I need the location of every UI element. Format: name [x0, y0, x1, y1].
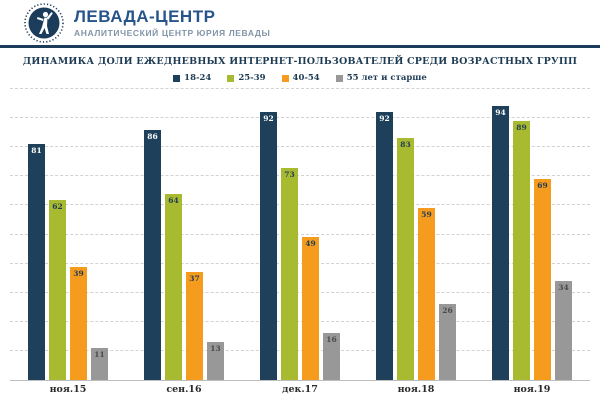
bar-18-24: 81: [28, 144, 45, 380]
bar-value-label: 83: [400, 140, 411, 150]
bar-25-39: 62: [49, 199, 66, 380]
legend-item: 55 лет и старше: [335, 73, 427, 83]
bar-value-label: 59: [421, 210, 432, 220]
legend-label: 40-54: [292, 73, 320, 83]
legend-item: 25-39: [227, 73, 266, 83]
bar-40-54: 37: [186, 272, 203, 380]
bar-value-label: 81: [31, 146, 42, 156]
bar-group: 92 83 59 26 ноя.18: [376, 89, 456, 395]
bar-value-label: 62: [52, 201, 63, 211]
legend-label: 55 лет и старше: [346, 73, 427, 83]
legend-item: 40-54: [281, 73, 320, 83]
bar-40-54: 69: [534, 179, 551, 380]
bar-value-label: 92: [263, 114, 274, 124]
bar-40-54: 39: [70, 266, 87, 380]
brand-title: ЛЕВАДА-ЦЕНТР: [74, 6, 216, 26]
gridline: [10, 233, 590, 235]
bar-18-24: 92: [260, 112, 277, 380]
gridline: [10, 320, 590, 322]
legend-label: 18-24: [184, 73, 212, 83]
bar-55-лет-и-старше: 34: [555, 281, 572, 380]
bar-55-лет-и-старше: 16: [323, 333, 340, 380]
bar-value-label: 49: [305, 239, 316, 249]
gridline: [10, 117, 590, 119]
legend-item: 18-24: [173, 73, 211, 83]
legend-swatch-icon: [227, 74, 235, 82]
bar-value-label: 64: [168, 195, 179, 205]
bar-25-39: 83: [397, 138, 414, 380]
bar-18-24: 92: [376, 112, 393, 380]
bar-25-39: 73: [281, 167, 298, 380]
bar-group: 81 62 39 11 ноя.15: [28, 89, 108, 395]
bar-value-label: 13: [210, 344, 221, 354]
x-axis-label: ноя.15: [49, 384, 87, 395]
bar-group: 86 64 37 13 сен.16: [144, 89, 224, 395]
bar-value-label: 86: [147, 131, 158, 141]
bar-25-39: 89: [513, 121, 530, 380]
brand-subtitle: АНАЛИТИЧЕСКИЙ ЦЕНТР ЮРИЯ ЛЕВАДЫ: [74, 28, 271, 39]
legend-label: 25-39: [238, 73, 266, 83]
chart-plot-area: 81 62 39 11 ноя.15 86 64 37 13 сен.16 92 73 49 16 дек.…: [10, 88, 590, 395]
gridline: [10, 146, 590, 148]
bar-18-24: 86: [144, 129, 161, 380]
bar-value-label: 26: [442, 306, 453, 316]
bar-value-label: 16: [326, 335, 337, 345]
x-axis-label: ноя.18: [397, 384, 435, 395]
x-axis-label: ноя.19: [513, 384, 551, 395]
gridline: [10, 175, 590, 177]
chart-title: ДИНАМИКА ДОЛИ ЕЖЕДНЕВНЫХ ИНТЕРНЕТ-ПОЛЬЗО…: [22, 56, 578, 67]
bar-value-label: 69: [537, 181, 548, 191]
bar-55-лет-и-старше: 26: [439, 304, 456, 380]
legend-swatch-icon: [173, 74, 181, 82]
header-divider: [0, 45, 600, 48]
bar-value-label: 94: [495, 108, 506, 118]
bar-40-54: 59: [418, 208, 435, 380]
legend-swatch-icon: [335, 74, 343, 82]
chart-legend: 18-24 25-39 40-54 55 лет и старше: [0, 73, 600, 83]
bar-55-лет-и-старше: 13: [207, 342, 224, 380]
bar-value-label: 11: [94, 350, 105, 359]
levada-center-logo-icon: [24, 3, 64, 43]
x-axis-label: сен.16: [166, 384, 202, 395]
x-axis-label: дек.17: [282, 384, 318, 395]
gridline: [10, 88, 590, 89]
bar-value-label: 73: [284, 169, 295, 179]
legend-swatch-icon: [281, 74, 289, 82]
bar-value-label: 39: [73, 268, 84, 278]
bar-25-39: 64: [165, 193, 182, 380]
bar-value-label: 37: [189, 274, 200, 284]
app-header: ЛЕВАДА-ЦЕНТР АНАЛИТИЧЕСКИЙ ЦЕНТР ЮРИЯ ЛЕ…: [0, 0, 600, 45]
gridline: [10, 262, 590, 264]
bar-value-label: 89: [516, 123, 527, 133]
gridline: [10, 291, 590, 293]
gridline: [10, 204, 590, 206]
bar-18-24: 94: [492, 106, 509, 380]
bar-group: 92 73 49 16 дек.17: [260, 89, 340, 395]
bar-40-54: 49: [302, 237, 319, 380]
gridline: [10, 349, 590, 351]
bar-55-лет-и-старше: 11: [91, 348, 108, 380]
bar-value-label: 92: [379, 114, 390, 124]
bar-value-label: 34: [558, 283, 569, 293]
bar-group: 94 89 69 34 ноя.19: [492, 89, 572, 395]
bar-groups: 81 62 39 11 ноя.15 86 64 37 13 сен.16 92 73 49 16 дек.…: [10, 89, 590, 395]
